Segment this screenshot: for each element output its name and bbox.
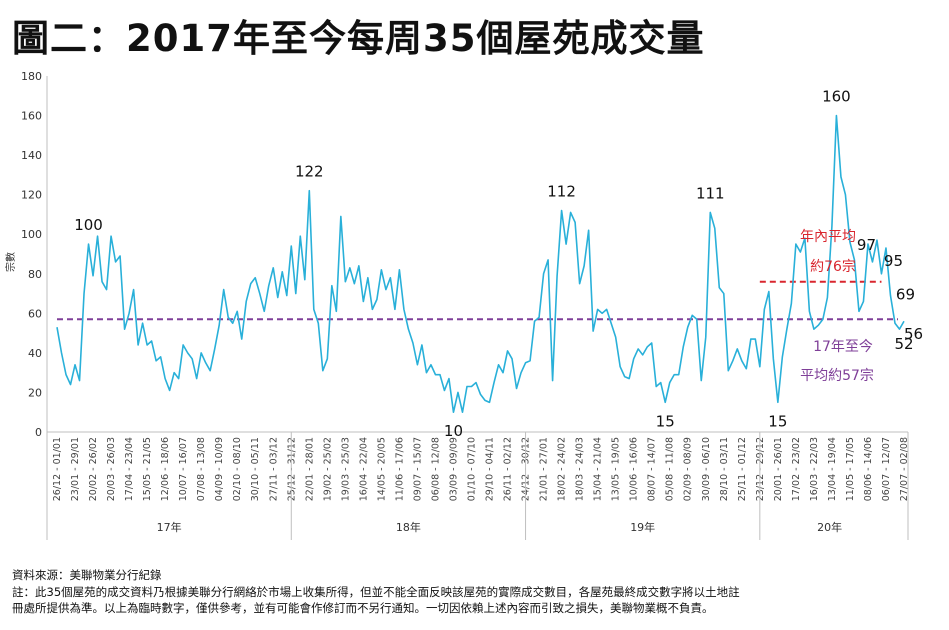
data-label: 52: [894, 335, 913, 353]
x-tick-label: 27/07 - 02/08: [899, 437, 910, 501]
year-label: 18年: [396, 520, 421, 534]
year-label: 17年: [157, 520, 182, 534]
x-tick-label: 14/05 - 20/05: [376, 437, 387, 501]
x-tick-label: 08/07 - 14/07: [647, 437, 658, 501]
x-tick-label: 20/01 - 26/01: [773, 437, 784, 501]
y-tick-label: 120: [21, 189, 42, 202]
data-label: 160: [822, 88, 851, 106]
x-tick-label: 29/10 - 04/11: [485, 437, 496, 501]
average-label: 17年至今: [813, 339, 873, 355]
data-label: 111: [696, 184, 725, 202]
year-label: 19年: [630, 520, 655, 534]
average-label: 平均約57宗: [800, 368, 874, 384]
y-tick-label: 20: [28, 386, 42, 399]
x-tick-label: 23/01 - 29/01: [70, 437, 81, 501]
y-tick-label: 160: [21, 110, 42, 123]
x-tick-label: 07/08 - 13/08: [196, 437, 207, 501]
x-tick-label: 04/09 - 10/09: [214, 437, 225, 501]
x-tick-label: 10/06 - 16/06: [629, 437, 640, 501]
x-tick-label: 22/01 - 28/01: [304, 437, 315, 501]
x-tick-label: 19/03 - 25/03: [340, 437, 351, 501]
x-tick-label: 30/09 - 06/10: [701, 437, 712, 501]
y-tick-label: 80: [28, 268, 42, 281]
x-tick-label: 26/12 - 01/01: [52, 437, 63, 501]
data-label: 15: [656, 412, 675, 430]
x-tick-label: 06/08 - 12/08: [430, 437, 441, 501]
x-tick-label: 16/03 - 22/03: [809, 437, 820, 501]
data-label: 122: [295, 163, 324, 181]
data-label: 100: [74, 216, 103, 234]
x-tick-label: 13/04 - 19/04: [827, 437, 838, 501]
x-tick-label: 17/04 - 23/04: [124, 437, 135, 501]
data-label: 95: [884, 252, 903, 270]
data-label: 10: [444, 422, 463, 440]
x-tick-label: 11/06 - 17/06: [394, 437, 405, 501]
x-tick-label: 26/11 - 02/12: [503, 437, 514, 501]
x-tick-label: 19/02 - 25/02: [322, 437, 333, 501]
x-tick-label: 27/11 - 03/12: [268, 437, 279, 501]
x-tick-label: 28/10 - 03/11: [719, 437, 730, 501]
y-tick-label: 0: [35, 426, 42, 439]
y-axis-label: 宗數: [4, 252, 17, 272]
average-label: 約76宗: [810, 259, 856, 275]
x-tick-label: 06/07 - 12/07: [881, 437, 892, 501]
x-tick-label: 09/07 - 15/07: [412, 437, 423, 501]
x-tick-label: 02/10 - 08/10: [232, 437, 243, 501]
y-tick-label: 140: [21, 149, 42, 162]
data-label: 112: [547, 182, 576, 200]
x-tick-label: 16/04 - 22/04: [358, 437, 369, 501]
data-label: 15: [768, 412, 787, 430]
y-tick-label: 180: [21, 70, 42, 83]
average-label: 年內平均: [800, 229, 856, 245]
x-tick-label: 25/11 - 01/12: [737, 437, 748, 501]
x-tick-label: 21/01 - 27/01: [539, 437, 550, 501]
x-tick-label: 08/06 - 14/06: [863, 437, 874, 501]
x-tick-label: 18/03 - 24/03: [575, 437, 586, 501]
x-tick-label: 20/03 - 26/03: [106, 437, 117, 501]
x-tick-label: 17/02 - 23/02: [791, 437, 802, 501]
data-label: 97: [857, 236, 876, 254]
x-tick-label: 13/05 - 19/05: [611, 437, 622, 501]
y-tick-label: 100: [21, 228, 42, 241]
x-tick-label: 12/06 - 18/06: [160, 437, 171, 501]
y-tick-label: 60: [28, 307, 42, 320]
chart-title: 圖二：2017年至今每周35個屋苑成交量: [12, 17, 705, 60]
x-tick-label: 15/04 - 21/04: [593, 437, 604, 501]
x-tick-label: 20/02 - 26/02: [88, 437, 99, 501]
x-tick-label: 02/09 - 08/09: [683, 437, 694, 501]
x-tick-label: 05/08 - 11/08: [665, 437, 676, 501]
year-label: 20年: [817, 520, 842, 534]
footer-note-line2: 冊處所提供為準。以上為臨時數字，僅供參考，並有可能會作修訂而不另行通知。一切因依…: [12, 601, 714, 615]
data-label: 69: [896, 286, 915, 304]
footer-note-line1: 註：此35個屋苑的成交資料乃根據美聯分行網絡於市場上收集所得，但並不能全面反映該…: [12, 585, 740, 599]
x-tick-label: 30/10 - 05/11: [250, 437, 261, 501]
x-tick-label: 11/05 - 17/05: [845, 437, 856, 501]
x-tick-label: 03/09 - 09/09: [448, 437, 459, 501]
x-tick-label: 10/07 - 16/07: [178, 437, 189, 501]
series-line: [56, 114, 905, 414]
x-tick-label: 15/05 - 21/05: [142, 437, 153, 501]
footer-source: 資料來源：美聯物業分行紀錄: [12, 568, 162, 582]
y-tick-label: 40: [28, 347, 42, 360]
data-label: 56: [904, 325, 923, 343]
x-tick-label: 18/02 - 24/02: [557, 437, 568, 501]
x-tick-label: 01/10 - 07/10: [466, 437, 477, 501]
